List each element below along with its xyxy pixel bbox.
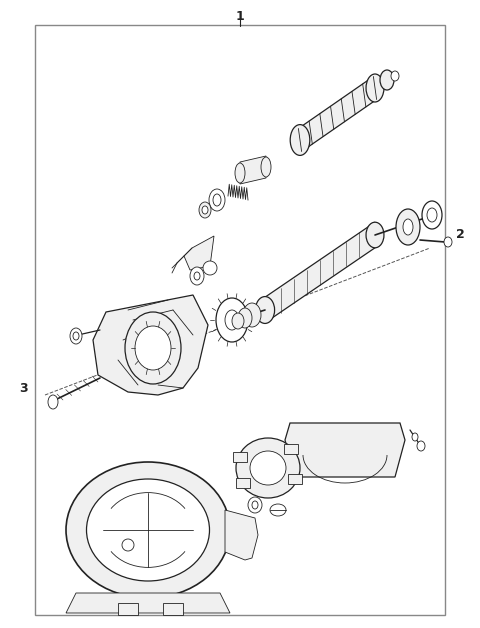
- Ellipse shape: [422, 201, 442, 229]
- Polygon shape: [225, 510, 258, 560]
- Ellipse shape: [70, 328, 82, 344]
- Ellipse shape: [391, 71, 399, 81]
- Ellipse shape: [199, 202, 211, 218]
- Ellipse shape: [380, 70, 394, 90]
- Bar: [237, 478, 251, 488]
- Polygon shape: [184, 236, 214, 270]
- Ellipse shape: [213, 194, 221, 206]
- Ellipse shape: [444, 237, 452, 247]
- Polygon shape: [93, 295, 208, 395]
- Bar: [284, 444, 298, 454]
- Ellipse shape: [248, 497, 262, 513]
- Ellipse shape: [235, 163, 245, 183]
- Bar: [288, 474, 302, 484]
- Ellipse shape: [366, 74, 384, 102]
- Bar: [118, 603, 138, 615]
- Ellipse shape: [255, 296, 275, 323]
- Ellipse shape: [209, 189, 225, 211]
- Text: 2: 2: [456, 229, 465, 242]
- Text: 1: 1: [236, 10, 244, 23]
- Ellipse shape: [122, 539, 134, 551]
- Ellipse shape: [216, 298, 248, 342]
- Bar: [233, 452, 247, 462]
- Ellipse shape: [250, 451, 286, 485]
- Polygon shape: [265, 222, 375, 323]
- Ellipse shape: [261, 157, 271, 177]
- Ellipse shape: [66, 462, 230, 598]
- Ellipse shape: [190, 267, 204, 285]
- Text: 3: 3: [19, 381, 28, 394]
- Bar: [163, 603, 183, 615]
- Ellipse shape: [252, 501, 258, 509]
- Ellipse shape: [270, 504, 286, 516]
- Ellipse shape: [203, 261, 217, 275]
- Ellipse shape: [202, 206, 208, 214]
- Ellipse shape: [290, 124, 310, 155]
- Ellipse shape: [86, 479, 209, 581]
- Ellipse shape: [225, 310, 239, 330]
- Polygon shape: [285, 423, 405, 477]
- Ellipse shape: [403, 219, 413, 235]
- Ellipse shape: [366, 222, 384, 248]
- Ellipse shape: [396, 209, 420, 245]
- Ellipse shape: [135, 326, 171, 370]
- Ellipse shape: [427, 208, 437, 222]
- Ellipse shape: [412, 433, 418, 441]
- Ellipse shape: [125, 312, 181, 384]
- Polygon shape: [240, 156, 266, 184]
- Ellipse shape: [194, 272, 200, 280]
- Ellipse shape: [48, 395, 58, 409]
- Ellipse shape: [243, 303, 261, 327]
- Ellipse shape: [73, 332, 79, 340]
- Polygon shape: [300, 75, 375, 153]
- Ellipse shape: [236, 438, 300, 498]
- Polygon shape: [66, 593, 230, 613]
- Ellipse shape: [417, 441, 425, 451]
- Bar: [35, 25, 445, 615]
- Ellipse shape: [232, 313, 244, 329]
- Ellipse shape: [238, 308, 252, 328]
